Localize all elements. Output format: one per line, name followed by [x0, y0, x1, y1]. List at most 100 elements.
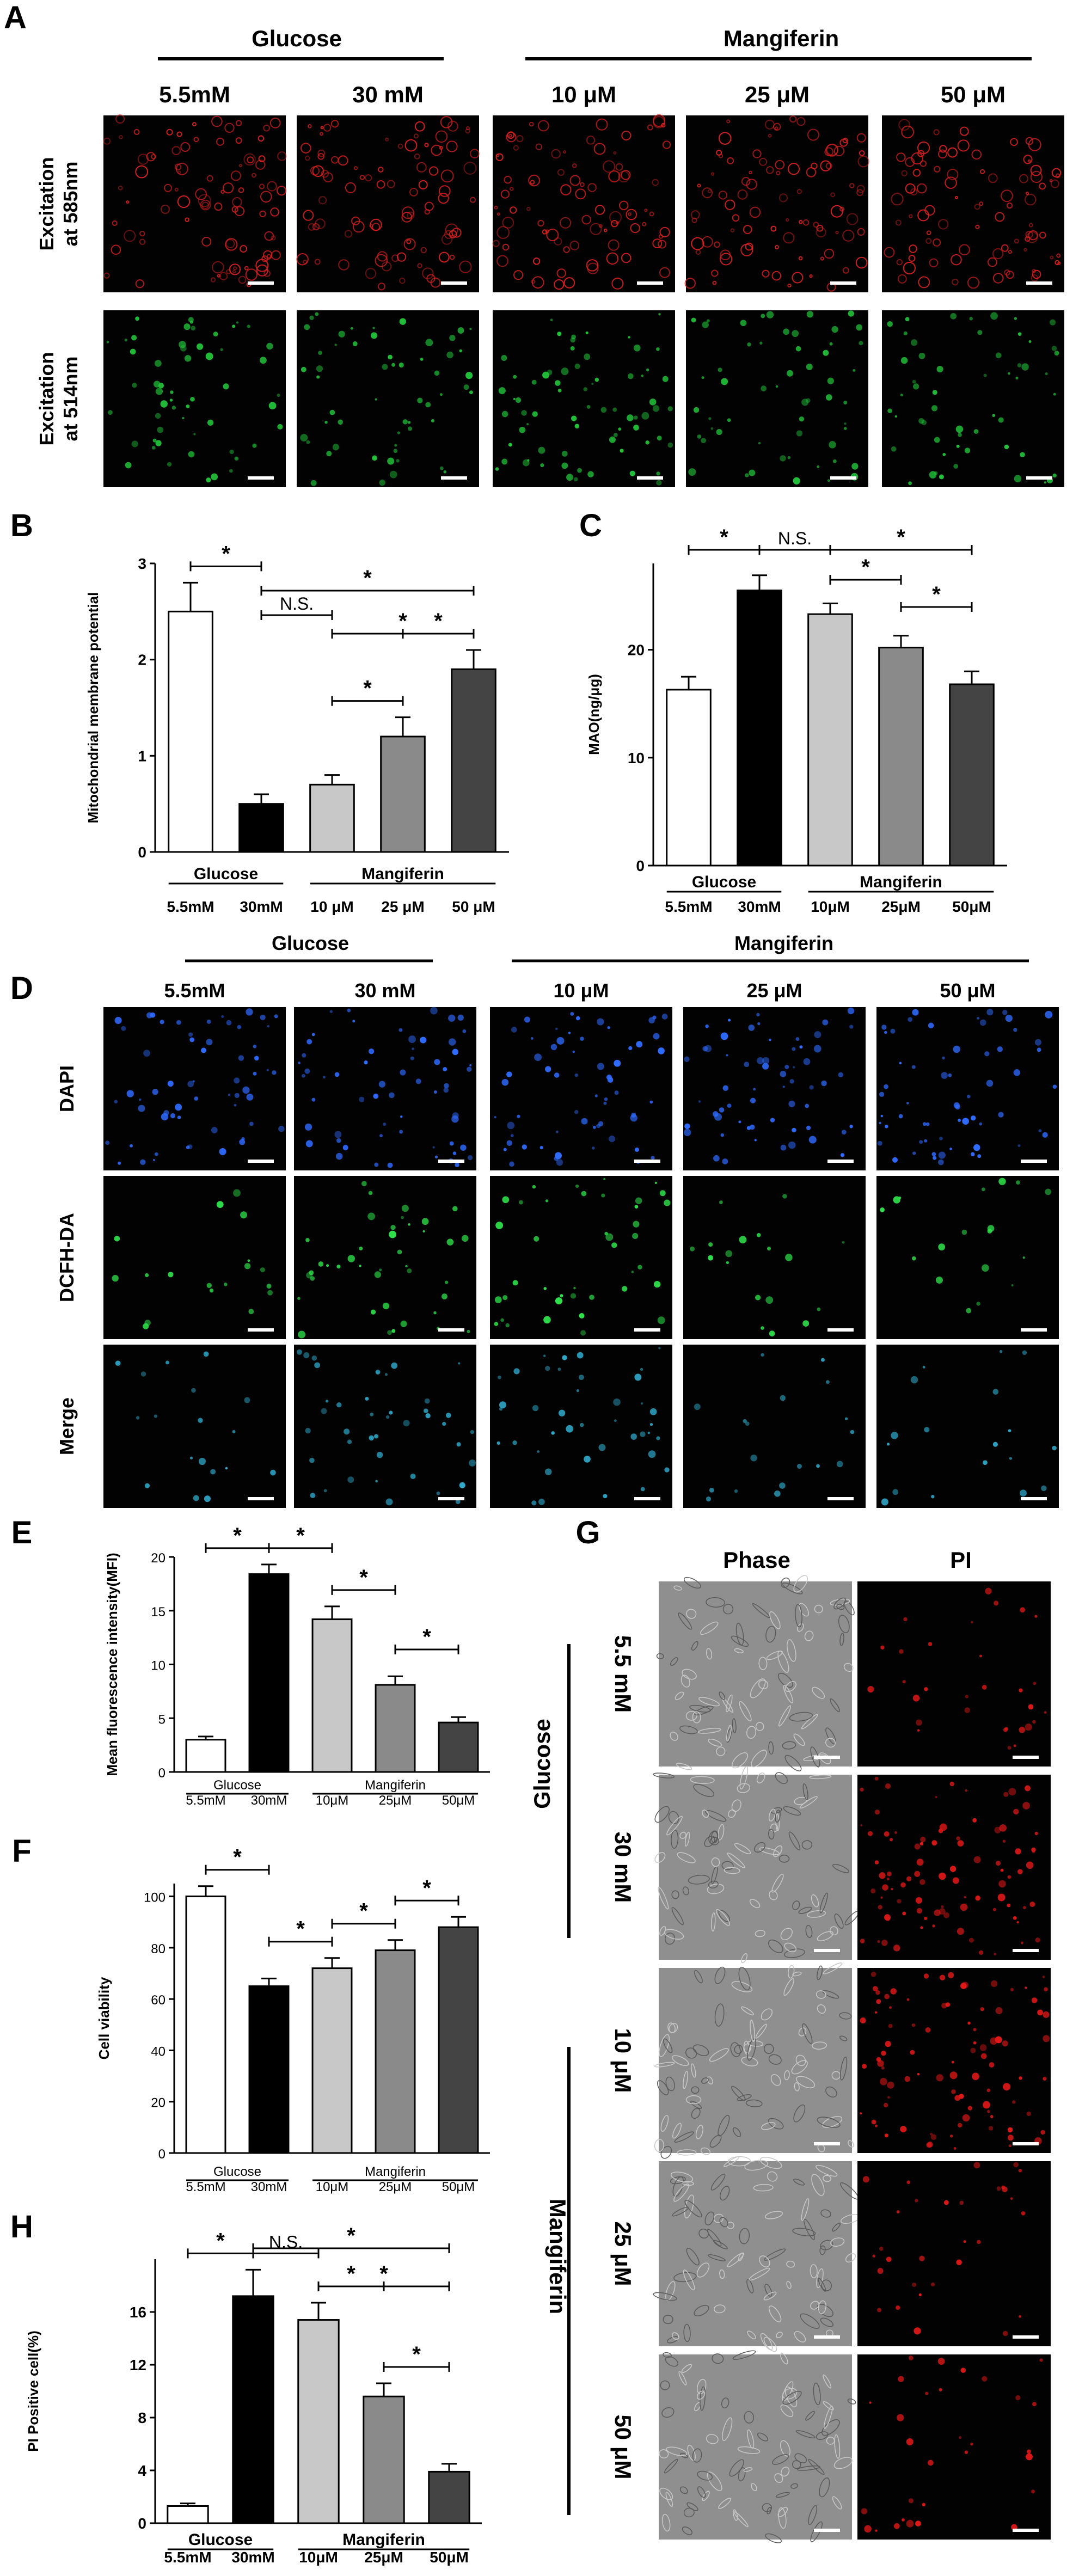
cell-signal	[303, 210, 314, 221]
cell-signal	[235, 120, 242, 126]
cell-signal	[417, 263, 422, 268]
cell-signal	[684, 1123, 690, 1130]
cell-signal	[460, 1144, 467, 1151]
cell-signal	[879, 2247, 884, 2251]
cell-signal	[843, 400, 848, 404]
cell-signal	[969, 317, 973, 321]
cell-signal	[1013, 1028, 1017, 1032]
cell-signal	[1045, 372, 1048, 376]
cell-signal	[513, 397, 516, 401]
cell-signal	[155, 440, 162, 446]
cell-outline	[753, 2184, 774, 2192]
cell-signal	[207, 419, 214, 426]
cell-signal	[581, 214, 591, 225]
cell-signal	[1050, 255, 1054, 260]
cell-signal	[635, 1197, 642, 1204]
cell-signal	[255, 160, 266, 170]
cell-signal	[345, 182, 356, 193]
cell-signal	[390, 1225, 396, 1230]
cell-signal	[787, 456, 791, 459]
cell-signal	[152, 438, 157, 443]
cell-signal	[1042, 1976, 1045, 1978]
cell-signal	[407, 426, 413, 431]
cell-signal	[994, 1953, 997, 1956]
cell-signal	[554, 1072, 560, 1078]
cell-outline	[685, 1710, 697, 1721]
cell-signal	[297, 1297, 301, 1300]
cell-outline	[682, 2526, 692, 2535]
cell-signal	[135, 165, 149, 179]
cell-outline	[810, 2521, 823, 2542]
cell-outline	[765, 1626, 776, 1643]
cell-signal	[785, 1254, 793, 1261]
cell-outline	[794, 2453, 807, 2463]
cell-signal	[433, 1090, 437, 1094]
cell-signal	[874, 2011, 878, 2014]
cell-signal	[534, 1236, 540, 1242]
cell-signal	[979, 201, 984, 206]
cell-signal	[580, 1036, 584, 1041]
cell-signal	[213, 332, 218, 336]
cell-signal	[1023, 1906, 1026, 1910]
cell-signal	[457, 1014, 464, 1021]
cell-signal	[379, 479, 385, 486]
cell-outline	[759, 2255, 770, 2268]
cell-signal	[780, 1144, 787, 1151]
cell-outline	[763, 2291, 777, 2301]
cell-outline	[722, 2417, 733, 2441]
cell-outline	[778, 1705, 792, 1727]
cell-signal	[535, 143, 543, 151]
cell-outline	[759, 1847, 780, 1855]
cell-signal	[636, 1041, 643, 1048]
cell-signal	[170, 1113, 176, 1119]
cell-signal	[749, 170, 752, 175]
cell-signal	[910, 339, 918, 346]
cell-signal	[513, 1368, 520, 1375]
micrograph-background	[686, 115, 868, 292]
cell-signal	[562, 1355, 567, 1360]
cell-signal	[130, 1144, 133, 1148]
cell-signal	[749, 206, 761, 218]
cell-signal	[276, 186, 287, 196]
cell-signal	[1017, 363, 1022, 367]
cell-signal	[613, 433, 618, 437]
cell-signal	[310, 480, 317, 486]
cell-signal	[260, 191, 272, 203]
cell-signal	[494, 1116, 496, 1119]
cell-signal	[826, 1380, 830, 1384]
cell-signal	[977, 2240, 981, 2244]
scale-bar	[637, 476, 663, 480]
cell-signal	[1003, 1727, 1008, 1732]
cell-signal	[555, 1297, 563, 1305]
cell-signal	[452, 1206, 458, 1212]
cell-signal	[964, 1707, 970, 1713]
cell-signal	[434, 1155, 438, 1159]
cell-signal	[424, 1398, 430, 1404]
cell-signal	[459, 260, 472, 273]
cell-signal	[519, 1200, 523, 1205]
cell-signal	[1015, 1848, 1021, 1855]
cell-signal	[1008, 2144, 1011, 2148]
cell-signal	[959, 2436, 962, 2439]
cell-signal	[316, 365, 323, 372]
cell-signal	[510, 1134, 514, 1137]
cell-signal	[529, 121, 534, 127]
cell-signal	[881, 2066, 885, 2070]
cell-signal	[420, 247, 427, 254]
cell-signal	[258, 155, 266, 162]
row-label: DAPI	[56, 1065, 78, 1112]
cell-signal	[825, 144, 838, 157]
column-label: 50 μM	[940, 979, 995, 1002]
cell-signal	[937, 2358, 945, 2365]
cell-outline	[681, 2364, 692, 2373]
cell-signal	[508, 133, 512, 138]
cell-signal	[707, 189, 712, 193]
cell-outline	[781, 1577, 790, 1588]
cell-outline	[782, 1583, 803, 1594]
cell-signal	[1008, 1788, 1016, 1796]
cell-signal	[896, 2210, 900, 2213]
micrograph-background	[103, 1176, 286, 1339]
cell-signal	[939, 1872, 946, 1880]
cell-signal	[155, 360, 162, 367]
